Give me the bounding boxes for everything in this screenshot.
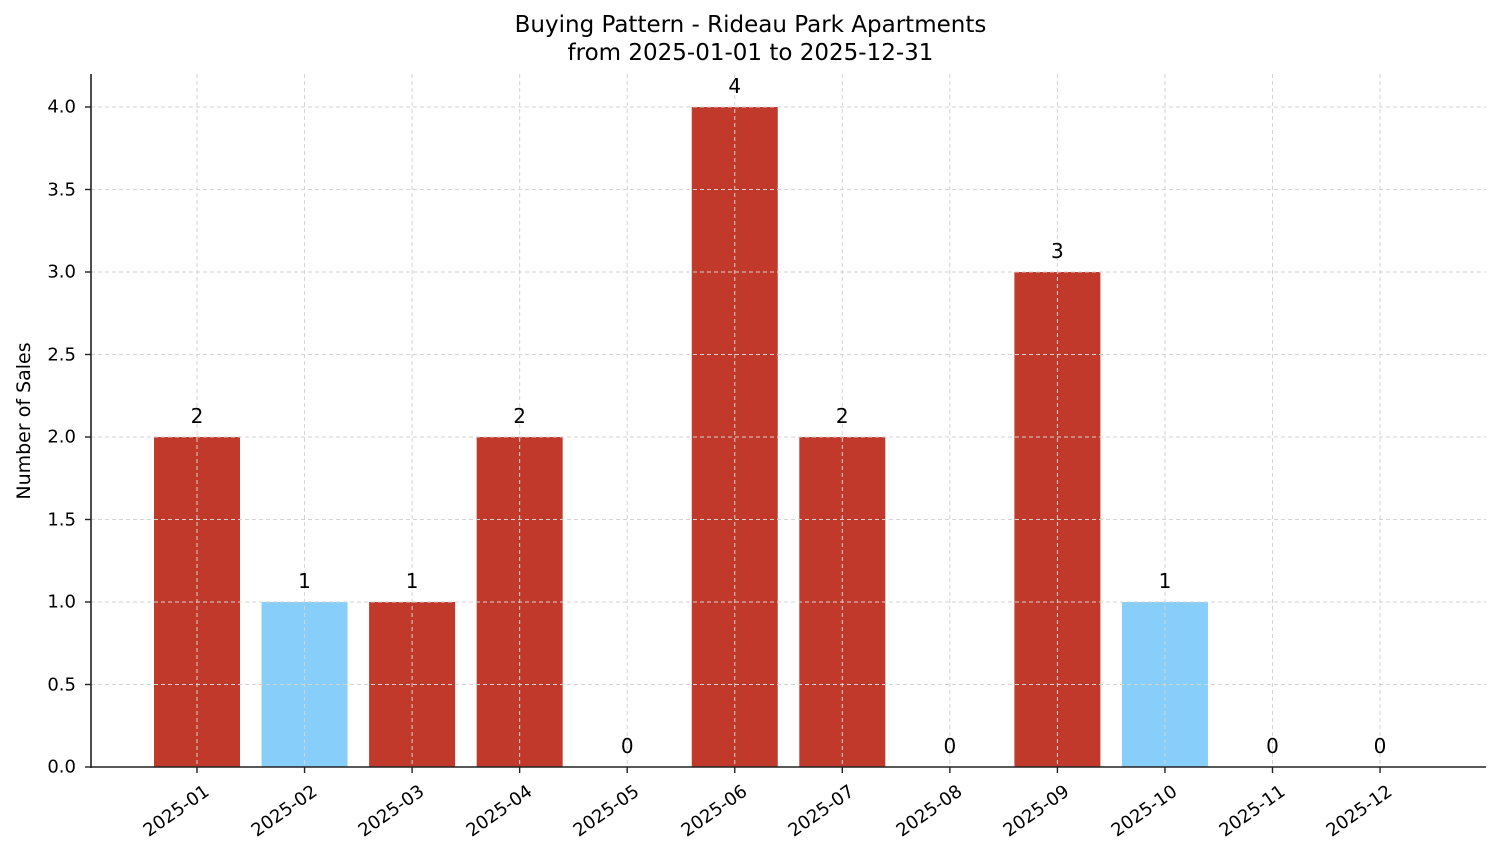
y-tick-label: 1.0 — [47, 591, 76, 613]
y-tick-label: 2.0 — [47, 426, 76, 448]
y-tick-label: 1.5 — [47, 509, 76, 530]
y-tick-label: 3.0 — [47, 261, 76, 283]
bar-value-label: 2 — [513, 404, 527, 428]
bar-value-label: 0 — [943, 734, 957, 758]
bar-value-label: 1 — [298, 569, 311, 593]
bar-value-label: 3 — [1051, 239, 1064, 263]
bar-value-label: 2 — [190, 404, 204, 428]
chart-title: Buying Pattern - Rideau Park Apartments … — [0, 11, 1501, 67]
y-tick-label: 0.0 — [47, 756, 76, 778]
y-tick-label: 3.5 — [47, 179, 76, 200]
bar-value-label: 2 — [835, 404, 849, 428]
bar-value-label: 0 — [620, 734, 634, 758]
bar-value-label: 4 — [728, 74, 742, 98]
chart-subtitle: from 2025-01-01 to 2025-12-31 — [567, 40, 934, 66]
bar-value-label: 1 — [405, 569, 419, 593]
chart-title-main: Buying Pattern - Rideau Park Apartments — [514, 12, 987, 38]
y-tick-label: 4.0 — [47, 96, 76, 118]
y-axis-label: Number of Sales — [13, 342, 35, 500]
bar-value-label: 0 — [1266, 734, 1279, 758]
bar-value-label: 0 — [1373, 734, 1387, 758]
y-tick-label: 2.5 — [47, 344, 76, 365]
bar-value-label: 1 — [1158, 569, 1172, 593]
y-tick-label: 0.5 — [47, 674, 76, 695]
